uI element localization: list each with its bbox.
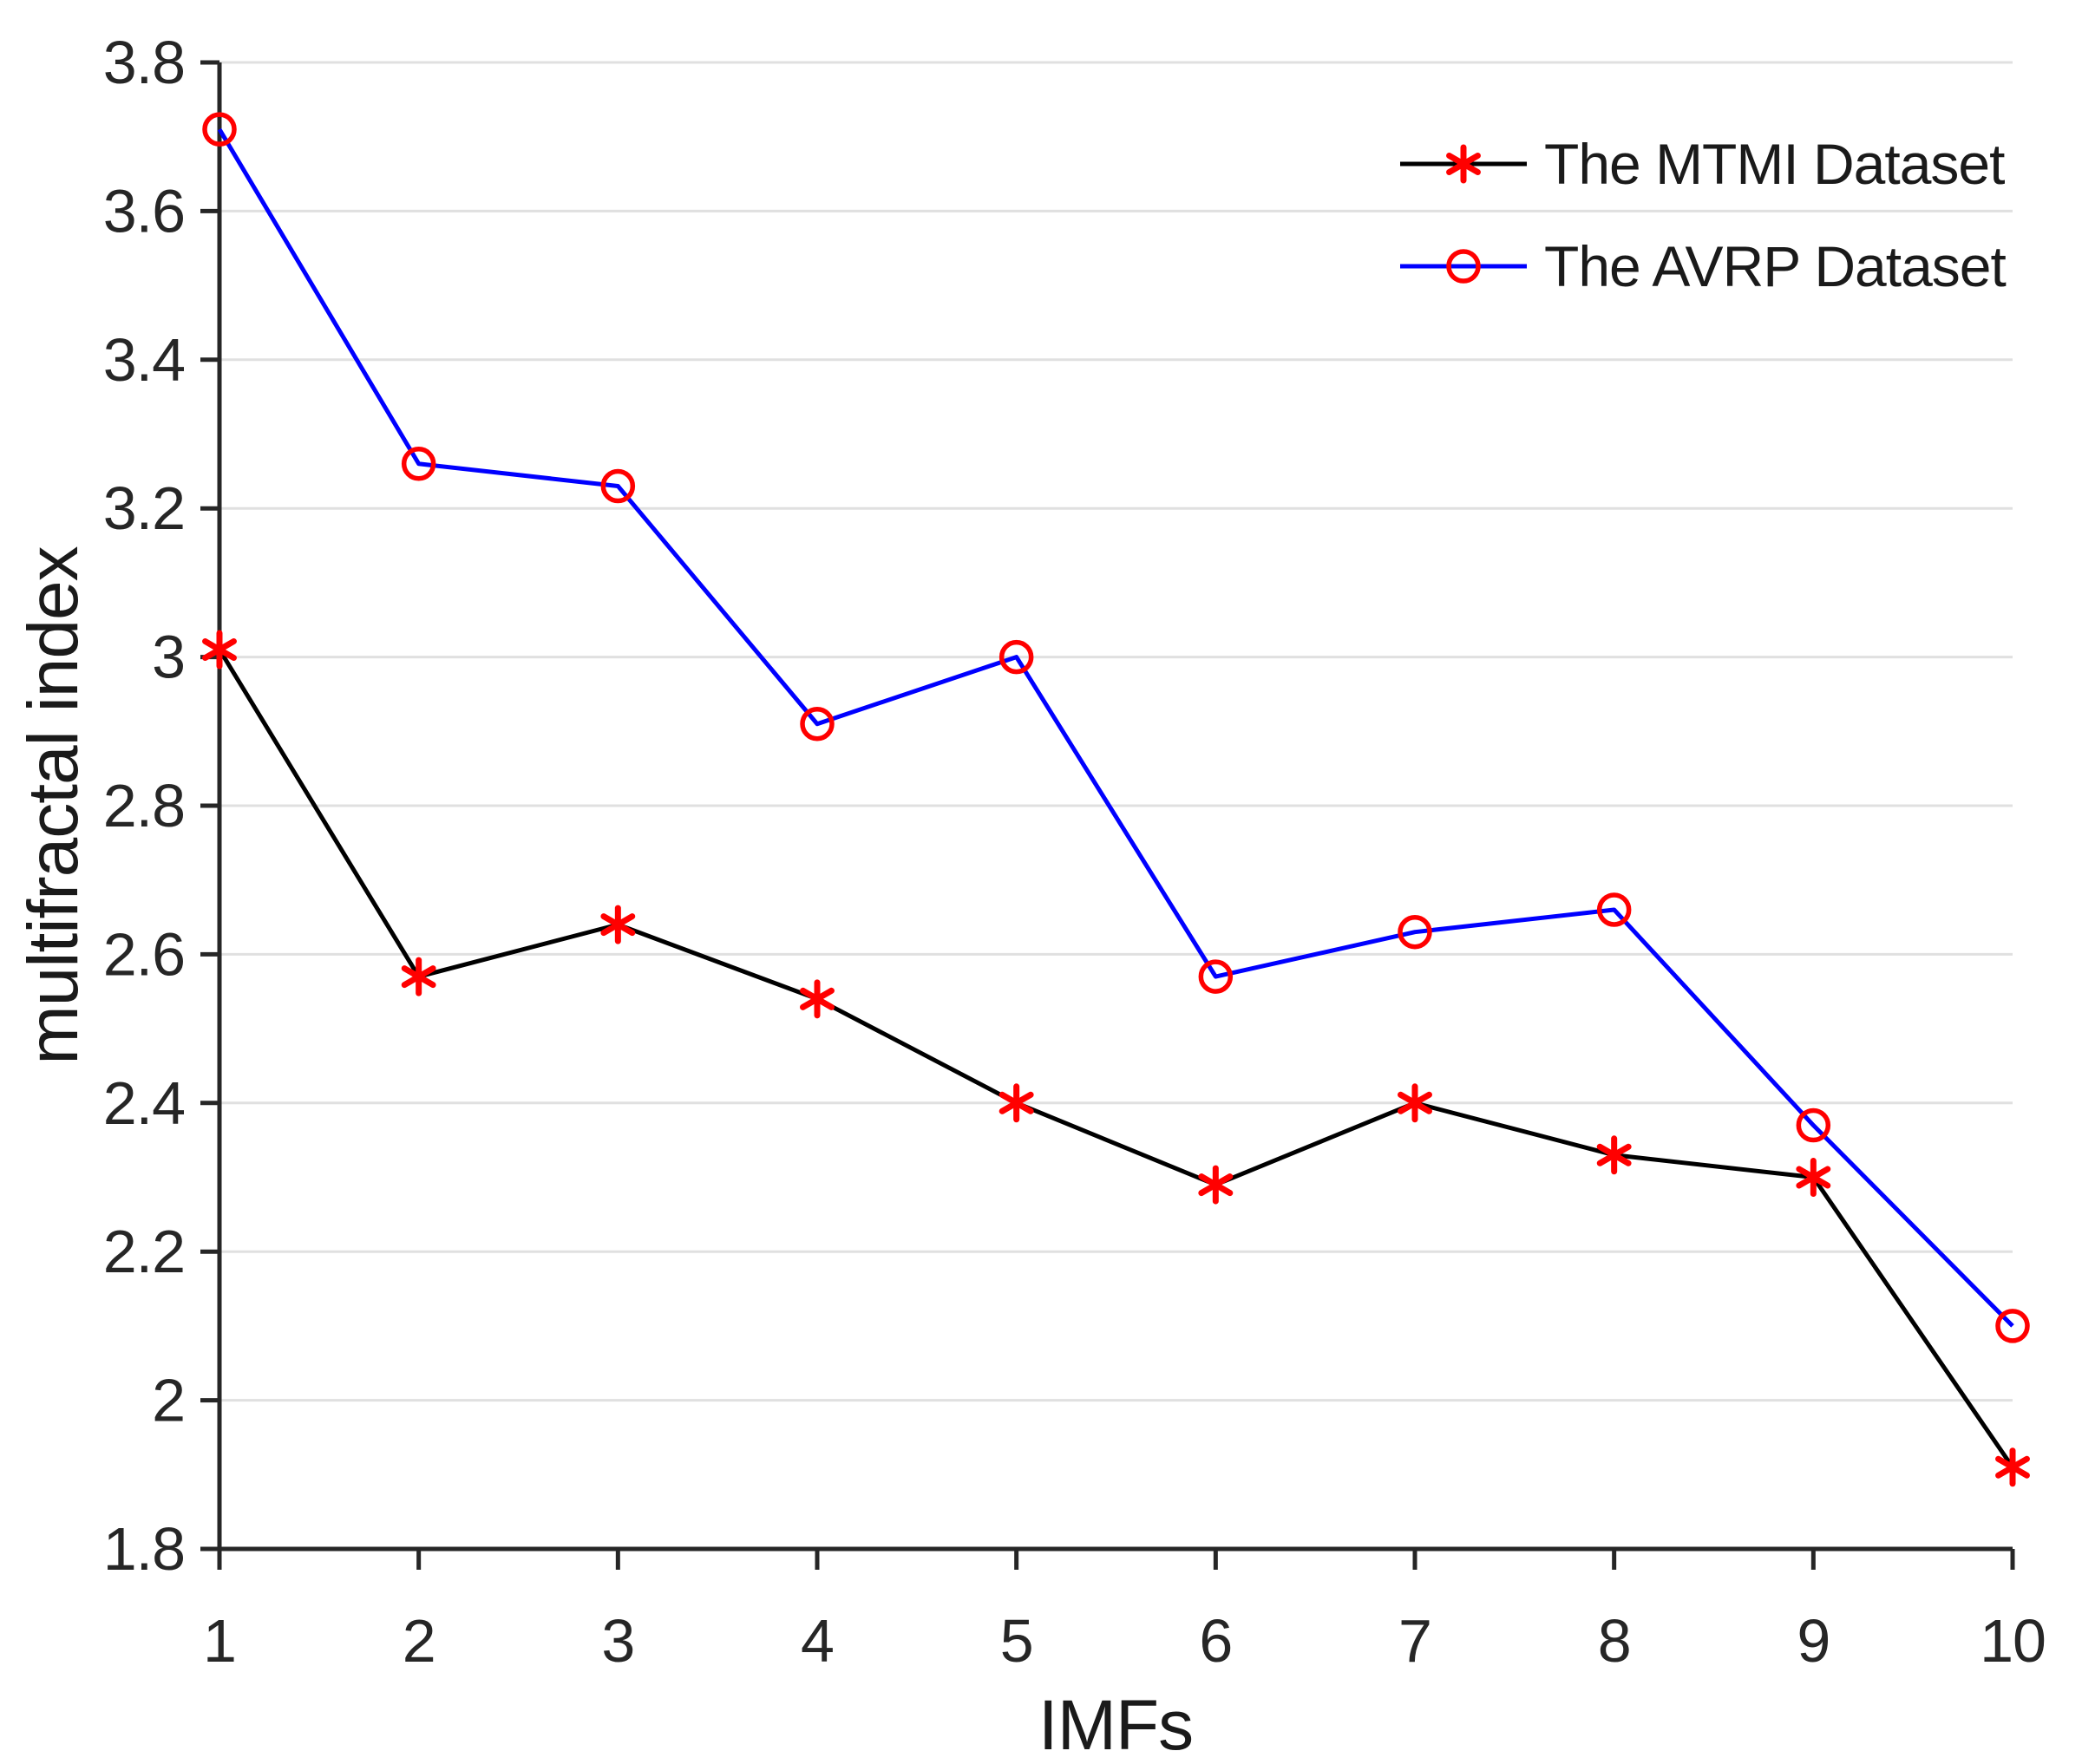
y-tick-label: 3.2 [103, 474, 185, 542]
mtmi-line-asterisk-swatch-icon [1400, 144, 1527, 184]
x-tick-label: 4 [801, 1607, 834, 1675]
legend-label-avrp: The AVRP Dataset [1544, 234, 2007, 298]
avrp-line-circle-swatch-icon [1400, 249, 1527, 284]
open-circle-marker-icon [600, 468, 636, 504]
open-circle-marker-icon [1796, 1107, 1831, 1143]
x-tick-label: 5 [1000, 1607, 1033, 1675]
legend-label-mtmi: The MTMI Dataset [1544, 132, 2005, 196]
series-line [217, 127, 2014, 1328]
series-line [217, 648, 2015, 1469]
y-tick-label: 2.4 [103, 1069, 185, 1137]
open-circle-marker-icon [401, 447, 436, 481]
open-circle-marker-icon [998, 639, 1034, 675]
open-circle-marker-icon [1995, 1309, 2030, 1343]
y-tick-label: 3 [152, 624, 185, 691]
x-tick-label: 7 [1398, 1607, 1431, 1675]
y-tick-label: 2.8 [103, 772, 185, 840]
x-tick-label: 2 [403, 1607, 435, 1675]
x-tick-label: 1 [203, 1607, 236, 1675]
asterisk-marker-icon [1796, 1158, 1831, 1197]
y-tick-label: 2.6 [103, 920, 185, 988]
open-circle-marker-icon [1446, 249, 1481, 284]
legend-item-mtmi: The MTMI Dataset [1398, 113, 2006, 215]
legend-item-avrp: The AVRP Dataset [1398, 215, 2007, 317]
asterisk-marker-icon [600, 905, 636, 944]
asterisk-marker-icon [1995, 1447, 2030, 1487]
y-tick-label: 3.6 [103, 177, 185, 245]
open-circle-marker-icon [202, 112, 237, 147]
asterisk-marker-icon [401, 957, 436, 996]
y-tick-label: 1.8 [103, 1515, 185, 1583]
x-tick-label: 10 [1980, 1607, 2046, 1675]
asterisk-marker-icon [202, 630, 237, 670]
asterisk-marker-icon [1398, 1083, 1432, 1123]
x-tick-label: 8 [1598, 1607, 1631, 1675]
asterisk-marker-icon [1198, 1165, 1234, 1205]
y-tick-label: 3.8 [103, 29, 185, 96]
open-circle-marker-icon [1596, 892, 1632, 927]
x-tick-label: 9 [1797, 1607, 1830, 1675]
y-tick-label: 2 [152, 1367, 185, 1434]
asterisk-marker-icon [998, 1083, 1034, 1123]
x-tick-label: 6 [1199, 1607, 1232, 1675]
asterisk-marker-icon [1596, 1135, 1632, 1175]
asterisk-marker-icon [1446, 144, 1481, 184]
open-circle-marker-icon [1398, 914, 1432, 950]
y-axis-title: multifractal index [14, 546, 93, 1065]
open-circle-marker-icon [1198, 959, 1234, 994]
x-axis-title: IMFs [1038, 1686, 1194, 1764]
x-tick-label: 3 [601, 1607, 634, 1675]
asterisk-marker-icon [800, 979, 835, 1019]
y-tick-label: 3.4 [103, 326, 185, 394]
legend: The MTMI Dataset The AVRP Dataset [1398, 113, 2007, 317]
open-circle-marker-icon [800, 706, 835, 742]
y-tick-label: 2.2 [103, 1218, 185, 1285]
